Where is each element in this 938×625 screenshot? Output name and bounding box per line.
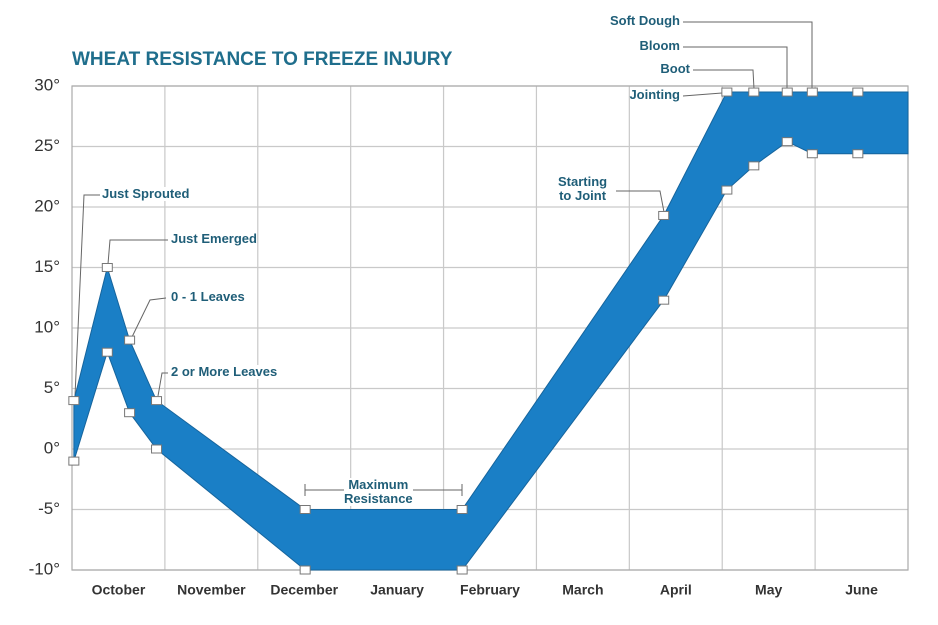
- point-marker: [852, 87, 864, 97]
- point-marker: [456, 505, 468, 514]
- x-tick-label: February: [460, 582, 520, 598]
- x-tick-label: June: [845, 582, 878, 598]
- x-tick-label: October: [92, 582, 146, 598]
- leader-line: [682, 92, 723, 97]
- point-marker: [806, 149, 818, 159]
- y-tick-label: -5°: [38, 499, 60, 518]
- point-marker: [658, 210, 670, 220]
- annotation: Boot: [660, 61, 690, 76]
- leader-line: [693, 69, 755, 90]
- point-marker: [781, 137, 793, 147]
- point-marker: [748, 87, 760, 97]
- chart-title: WHEAT RESISTANCE TO FREEZE INJURY: [72, 49, 453, 70]
- point-marker: [299, 565, 311, 575]
- leader-line: [131, 297, 167, 338]
- point-marker: [68, 396, 80, 406]
- y-tick-label: 25°: [34, 136, 60, 155]
- y-tick-label: 5°: [44, 378, 60, 397]
- leader-line: [616, 190, 665, 213]
- point-marker: [68, 456, 80, 466]
- x-tick-label: March: [562, 582, 603, 598]
- leader-line: [683, 21, 813, 89]
- point-marker: [658, 295, 670, 305]
- annotation: 0 - 1 Leaves: [171, 289, 245, 304]
- y-tick-label: 0°: [44, 438, 60, 457]
- x-tick-label: January: [370, 582, 424, 598]
- point-marker: [721, 87, 733, 97]
- point-marker: [151, 444, 163, 454]
- point-marker: [781, 87, 793, 97]
- point-marker: [852, 149, 864, 159]
- plot-frame: [71, 85, 909, 571]
- point-marker: [456, 565, 468, 575]
- point-marker: [124, 408, 136, 418]
- x-tick-label: April: [660, 582, 692, 598]
- annotation: Maximum Resistance: [344, 477, 413, 506]
- leader-line: [683, 46, 788, 89]
- leader-line: [74, 194, 100, 397]
- annotation: Starting to Joint: [558, 174, 608, 203]
- point-marker: [748, 161, 760, 171]
- point-marker: [806, 87, 818, 97]
- annotation: Just Emerged: [171, 231, 257, 246]
- x-tick-label: May: [755, 582, 782, 598]
- band-area: [73, 91, 909, 571]
- annotation: Soft Dough: [609, 13, 680, 28]
- annotation: Just Sprouted: [102, 186, 190, 201]
- point-marker: [299, 505, 311, 514]
- point-marker: [101, 347, 113, 357]
- point-marker: [151, 396, 163, 406]
- leader-line: [157, 372, 168, 397]
- y-tick-label: 30°: [34, 75, 60, 94]
- y-tick-label: 20°: [34, 196, 60, 215]
- y-tick-label: 15°: [34, 257, 60, 276]
- y-tick-label: 10°: [34, 317, 60, 336]
- annotation: 2 or More Leaves: [171, 364, 278, 379]
- annotation: Jointing: [629, 87, 680, 102]
- x-tick-label: November: [177, 582, 246, 598]
- y-tick-label: -10°: [29, 559, 60, 578]
- point-marker: [101, 263, 113, 272]
- annotation: Bloom: [639, 38, 680, 53]
- point-marker: [124, 335, 136, 345]
- leader-line: [107, 239, 168, 265]
- point-marker: [721, 185, 733, 195]
- x-tick-label: December: [270, 582, 338, 598]
